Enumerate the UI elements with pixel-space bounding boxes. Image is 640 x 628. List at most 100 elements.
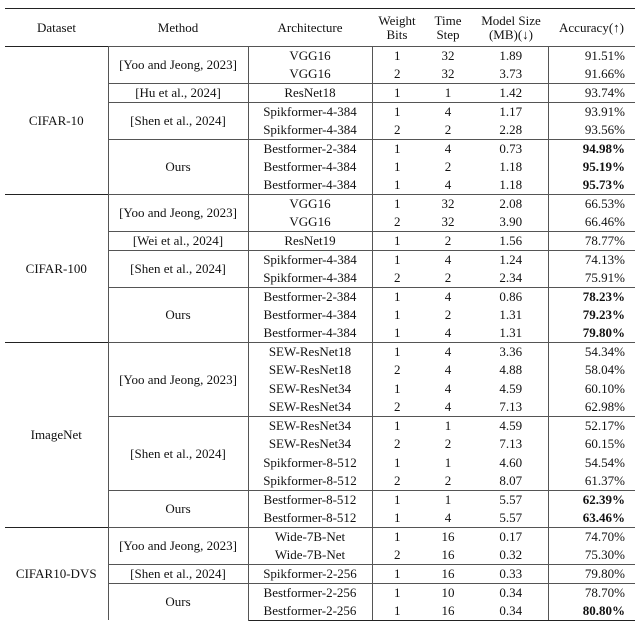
method-cell: [Yoo and Jeong, 2023] [108, 194, 249, 232]
accuracy-cell: 54.34% [547, 342, 635, 361]
header-cell: Time Step [434, 12, 462, 42]
accuracy-cell: 79.80% [547, 324, 635, 343]
bits-cell: 1 [394, 177, 401, 192]
bits-cell: 1 [372, 83, 422, 102]
table-row: SEW-ResNet34 2 4 7.13 62.98% [5, 398, 635, 417]
accuracy-cell: 74.70% [547, 527, 635, 546]
method-cell: [Yoo and Jeong, 2023] [108, 46, 249, 84]
table-row: VGG16 2 32 3.73 91.66% [5, 65, 635, 84]
accuracy-cell: 93.91% [547, 101, 635, 121]
accuracy-cell: 94.98% [547, 138, 635, 158]
size-cell: 0.33 [474, 564, 548, 583]
table-row: Wide-7B-Net 2 16 0.32 75.30% [5, 546, 635, 565]
size-cell: 1.31 [499, 306, 523, 322]
table-row: CIFAR-100 [Yoo and Jeong, 2023] VGG16 1 32 2.… [5, 194, 635, 343]
size-cell: 0.86 [474, 286, 548, 306]
size-cell: 1.42 [474, 83, 548, 102]
accuracy-cell: 63.46% [547, 509, 635, 528]
time-cell: 4 [444, 177, 452, 192]
time-cell: 10 [422, 582, 474, 602]
architecture-cell: VGG16 [248, 46, 373, 65]
size-cell: 2.34 [499, 269, 523, 285]
size-cell: 1.56 [474, 231, 548, 250]
accuracy-cell: 93.74% [547, 83, 635, 102]
size-cell: 4.88 [499, 362, 523, 378]
size-cell: 0.34 [474, 582, 548, 602]
table-row: SEW-ResNet34 1 4 4.59 60.10% [5, 379, 635, 398]
architecture-cell: Spikformer-4-384 [248, 120, 373, 139]
bits-cell: 2 [394, 436, 401, 452]
dataset-cell: CIFAR10-DVS [5, 527, 109, 620]
bits-cell: 2 [394, 362, 401, 378]
accuracy-cell: 66.46% [547, 213, 635, 232]
architecture-cell: Spikformer-8-512 [248, 472, 373, 491]
time-cell: 4 [422, 101, 474, 121]
architecture-cell: Bestformer-4-384 [248, 305, 373, 324]
architecture-cell: Bestformer-2-384 [248, 286, 373, 306]
bits-cell: 2 [394, 547, 401, 562]
bits-cell: 1 [372, 194, 422, 213]
bits-cell: 1 [372, 527, 422, 546]
table-row: Bestformer-8-512 1 4 5.57 63.46% [5, 509, 635, 528]
dataset-cell: CIFAR-10 [5, 46, 109, 195]
size-cell: 3.36 [474, 342, 548, 361]
accuracy-cell: 58.04% [547, 361, 635, 380]
size-cell: 3.73 [499, 66, 523, 81]
architecture-cell: Spikformer-4-384 [248, 101, 373, 121]
table-row: Bestformer-4-384 1 4 1.31 79.80% [5, 324, 635, 343]
size-cell: 4.59 [499, 380, 523, 396]
accuracy-cell: 75.30% [547, 546, 635, 565]
table-row: [Shen et al., 2024] Spikformer-4-384 1 4 1.1… [5, 101, 635, 139]
size-cell: 4.59 [474, 416, 548, 435]
time-cell: 4 [444, 380, 452, 396]
method-cell: Ours [108, 582, 249, 620]
size-cell: 5.57 [474, 490, 548, 509]
table-header: Dataset Method Architecture Weight Bits … [5, 8, 635, 47]
size-cell: 1.17 [474, 101, 548, 121]
bits-cell: 1 [394, 454, 401, 470]
size-cell: 0.34 [474, 601, 548, 621]
bits-cell: 2 [394, 214, 401, 229]
time-cell: 2 [444, 158, 452, 174]
bits-cell: 1 [372, 138, 422, 158]
time-cell: 4 [422, 342, 474, 361]
time-cell: 4 [444, 510, 452, 525]
architecture-cell: Spikformer-4-384 [248, 249, 373, 269]
bits-cell: 1 [372, 564, 422, 583]
size-cell: 1.89 [474, 46, 548, 65]
architecture-cell: Bestformer-8-512 [248, 509, 373, 528]
bits-cell: 1 [372, 46, 422, 65]
architecture-cell: Bestformer-2-256 [248, 582, 373, 602]
time-cell: 1 [444, 454, 452, 470]
architecture-cell: SEW-ResNet18 [248, 361, 373, 380]
time-cell: 2 [444, 436, 452, 452]
accuracy-cell: 60.15% [547, 435, 635, 454]
table-row: [Wei et al., 2024] ResNet19 1 2 1.56 78.77% [5, 231, 635, 250]
time-cell: 16 [441, 547, 455, 562]
accuracy-cell: 62.39% [547, 490, 635, 509]
table-row: VGG16 2 32 3.90 66.46% [5, 213, 635, 232]
architecture-cell: Bestformer-8-512 [248, 490, 373, 509]
size-cell: 3.90 [499, 214, 523, 229]
architecture-cell: SEW-ResNet34 [248, 435, 373, 454]
accuracy-cell: 91.66% [547, 65, 635, 84]
bits-cell: 1 [372, 286, 422, 306]
results-table: Dataset Method Architecture Weight Bits … [5, 8, 635, 621]
accuracy-cell: 54.54% [547, 453, 635, 472]
bits-cell: 1 [394, 158, 401, 174]
header-cell: Weight Bits [378, 12, 416, 42]
time-cell: 2 [444, 306, 452, 322]
table-row: Ours Bestformer-2-256 1 10 0.34 78.70% [5, 582, 635, 620]
dataset-cell: CIFAR-100 [5, 194, 109, 343]
bits-cell: 1 [372, 249, 422, 269]
architecture-cell: Bestformer-4-384 [248, 176, 373, 195]
bits-cell: 2 [394, 121, 401, 137]
time-cell: 1 [422, 490, 474, 509]
method-cell: [Shen et al., 2024] [108, 564, 249, 583]
dataset-cell: ImageNet [5, 342, 109, 528]
size-cell: 4.60 [499, 454, 523, 470]
time-cell: 32 [422, 194, 474, 213]
time-cell: 1 [422, 416, 474, 435]
architecture-cell: Bestformer-4-384 [248, 157, 373, 176]
